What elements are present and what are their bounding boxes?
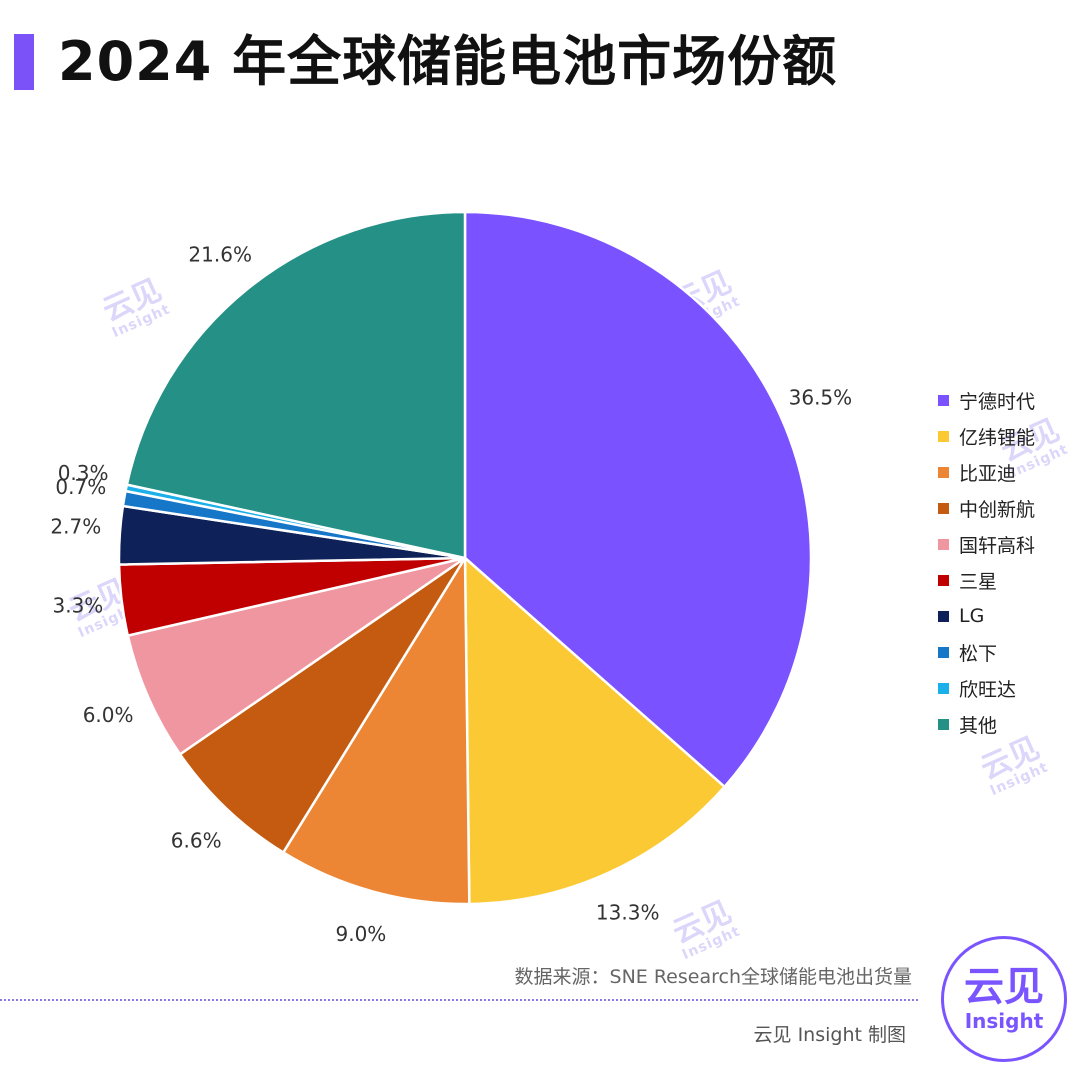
slice-value-label: 3.3% xyxy=(52,594,103,618)
legend-label: 中创新航 xyxy=(959,498,1036,521)
slice-value-label: 0.3% xyxy=(58,461,109,485)
page-title: 2024 年全球储能电池市场份额 xyxy=(58,30,838,93)
legend-item: 亿纬锂能 xyxy=(938,418,1035,454)
pie-slice xyxy=(126,556,466,757)
brand-logo-en: Insight xyxy=(964,1009,1044,1033)
slice-value-label: 2.7% xyxy=(50,514,101,538)
legend-label: 三星 xyxy=(959,570,998,593)
brand-logo-cn: 云见 xyxy=(964,964,1044,1010)
legend-item: LG xyxy=(938,598,1035,634)
legend-item: 三星 xyxy=(938,562,1035,598)
legend-item: 其他 xyxy=(938,706,1035,742)
legend-swatch xyxy=(938,718,949,730)
pie-slice xyxy=(463,210,813,789)
slice-value-label: 21.6% xyxy=(188,242,252,266)
slice-value-label: 13.3% xyxy=(596,900,660,924)
slice-value-label: 36.5% xyxy=(789,386,853,410)
legend-swatch xyxy=(938,430,949,442)
slice-value-label: 9.0% xyxy=(335,922,386,946)
legend-swatch xyxy=(938,682,949,694)
pie-slice xyxy=(463,555,727,906)
brand-logo: 云见 Insight xyxy=(941,936,1067,1062)
legend-swatch xyxy=(938,538,949,550)
legend-item: 国轩高科 xyxy=(938,526,1035,562)
legend-swatch xyxy=(938,610,949,622)
legend-item: 松下 xyxy=(938,634,1035,670)
legend-label: 宁德时代 xyxy=(959,390,1036,413)
legend-swatch xyxy=(938,466,949,478)
legend-item: 中创新航 xyxy=(938,490,1035,526)
legend-label: 松下 xyxy=(959,642,998,665)
legend-item: 宁德时代 xyxy=(938,382,1035,418)
footer-divider xyxy=(0,999,918,1001)
credit-note: 云见 Insight 制图 xyxy=(753,1024,906,1046)
legend-swatch xyxy=(938,646,949,658)
pie-slice xyxy=(125,210,467,560)
title-accent-bar xyxy=(14,34,34,90)
slice-value-label: 6.0% xyxy=(83,703,134,727)
pie-slice xyxy=(281,553,471,906)
legend-swatch xyxy=(938,394,949,406)
slice-value-label: 0.7% xyxy=(55,475,106,499)
data-source-note: 数据来源：SNE Research全球储能电池出货量 xyxy=(514,966,912,988)
legend-label: 欣旺达 xyxy=(959,678,1017,701)
legend-swatch xyxy=(938,502,949,514)
legend-label: 比亚迪 xyxy=(959,462,1017,485)
legend-label: LG xyxy=(959,605,985,627)
legend-swatch xyxy=(938,574,949,586)
legend-label: 亿纬锂能 xyxy=(959,426,1036,449)
slice-value-label: 6.6% xyxy=(171,829,222,853)
legend-label: 其他 xyxy=(959,714,998,737)
legend-item: 欣旺达 xyxy=(938,670,1035,706)
legend-label: 国轩高科 xyxy=(959,534,1036,557)
legend-item: 比亚迪 xyxy=(938,454,1035,490)
chart-legend: 宁德时代亿纬锂能比亚迪中创新航国轩高科三星 LG 松下欣旺达其他 xyxy=(938,382,1035,742)
pie-slice xyxy=(178,556,467,855)
